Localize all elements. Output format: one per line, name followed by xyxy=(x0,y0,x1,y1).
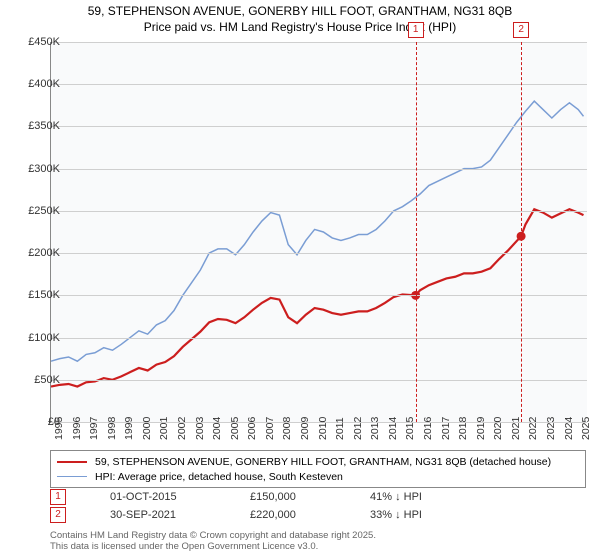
legend-swatch-hpi xyxy=(57,476,87,477)
event-vline xyxy=(521,42,522,422)
xtick-label: 2023 xyxy=(545,417,557,440)
footer-line2: This data is licensed under the Open Gov… xyxy=(50,541,376,552)
xtick-label: 1999 xyxy=(123,417,135,440)
xtick-label: 2003 xyxy=(194,417,206,440)
xtick-label: 2004 xyxy=(211,417,223,440)
event-marker: 1 xyxy=(50,489,66,505)
xtick-label: 2014 xyxy=(387,417,399,440)
xtick-label: 2019 xyxy=(475,417,487,440)
xtick-label: 2015 xyxy=(404,417,416,440)
xtick-label: 2011 xyxy=(334,417,346,440)
gridline xyxy=(51,126,587,127)
gridline xyxy=(51,380,587,381)
event-price: £220,000 xyxy=(250,509,330,521)
event-row: 1 01-OCT-2015 £150,000 41% ↓ HPI xyxy=(50,488,422,506)
event-price: £150,000 xyxy=(250,491,330,503)
event-marker: 2 xyxy=(50,507,66,523)
event-hpi-diff: 33% ↓ HPI xyxy=(370,509,422,521)
gridline xyxy=(51,169,587,170)
price-chart: 12 xyxy=(50,42,587,423)
xtick-label: 2013 xyxy=(369,417,381,440)
event-date: 01-OCT-2015 xyxy=(110,491,210,503)
gridline xyxy=(51,84,587,85)
event-vline xyxy=(416,42,417,422)
ytick-label: £50K xyxy=(14,374,60,386)
event-marker-top: 1 xyxy=(408,22,424,38)
xtick-label: 2007 xyxy=(264,417,276,440)
ytick-label: £450K xyxy=(14,36,60,48)
xtick-label: 2008 xyxy=(281,417,293,440)
ytick-label: £400K xyxy=(14,78,60,90)
ytick-label: £200K xyxy=(14,247,60,259)
legend-label-hpi: HPI: Average price, detached house, Sout… xyxy=(95,471,343,483)
xtick-label: 1998 xyxy=(106,417,118,440)
xtick-label: 2021 xyxy=(510,417,522,440)
ytick-label: £350K xyxy=(14,120,60,132)
xtick-label: 2022 xyxy=(527,417,539,440)
ytick-label: £300K xyxy=(14,163,60,175)
xtick-label: 2002 xyxy=(176,417,188,440)
gridline xyxy=(51,253,587,254)
title-line2: Price paid vs. HM Land Registry's House … xyxy=(0,20,600,36)
xtick-label: 2017 xyxy=(440,417,452,440)
legend-label-property: 59, STEPHENSON AVENUE, GONERBY HILL FOOT… xyxy=(95,456,551,468)
xtick-label: 2020 xyxy=(492,417,504,440)
xtick-label: 2000 xyxy=(141,417,153,440)
sale-events: 1 01-OCT-2015 £150,000 41% ↓ HPI 2 30-SEP-202… xyxy=(50,488,422,524)
xtick-label: 2009 xyxy=(299,417,311,440)
footer-line1: Contains HM Land Registry data © Crown c… xyxy=(50,530,376,541)
event-marker-top: 2 xyxy=(513,22,529,38)
ytick-label: £100K xyxy=(14,332,60,344)
legend-swatch-property xyxy=(57,461,87,463)
xtick-label: 2012 xyxy=(352,417,364,440)
series-hpi xyxy=(51,101,583,361)
legend: 59, STEPHENSON AVENUE, GONERBY HILL FOOT… xyxy=(50,450,586,488)
xtick-label: 2001 xyxy=(158,417,170,440)
xtick-label: 2006 xyxy=(246,417,258,440)
xtick-label: 1996 xyxy=(71,417,83,440)
xtick-label: 2018 xyxy=(457,417,469,440)
gridline xyxy=(51,42,587,43)
xtick-label: 1997 xyxy=(88,417,100,440)
title-line1: 59, STEPHENSON AVENUE, GONERBY HILL FOOT… xyxy=(0,4,600,20)
gridline xyxy=(51,338,587,339)
gridline xyxy=(51,295,587,296)
ytick-label: £250K xyxy=(14,205,60,217)
xtick-label: 2024 xyxy=(563,417,575,440)
xtick-label: 2010 xyxy=(317,417,329,440)
xtick-label: 2005 xyxy=(229,417,241,440)
event-hpi-diff: 41% ↓ HPI xyxy=(370,491,422,503)
gridline xyxy=(51,211,587,212)
event-date: 30-SEP-2021 xyxy=(110,509,210,521)
chart-svg xyxy=(51,42,587,422)
series-property xyxy=(51,209,583,386)
event-row: 2 30-SEP-2021 £220,000 33% ↓ HPI xyxy=(50,506,422,524)
ytick-label: £150K xyxy=(14,289,60,301)
xtick-label: 2025 xyxy=(580,417,592,440)
xtick-label: 1995 xyxy=(53,417,65,440)
xtick-label: 2016 xyxy=(422,417,434,440)
